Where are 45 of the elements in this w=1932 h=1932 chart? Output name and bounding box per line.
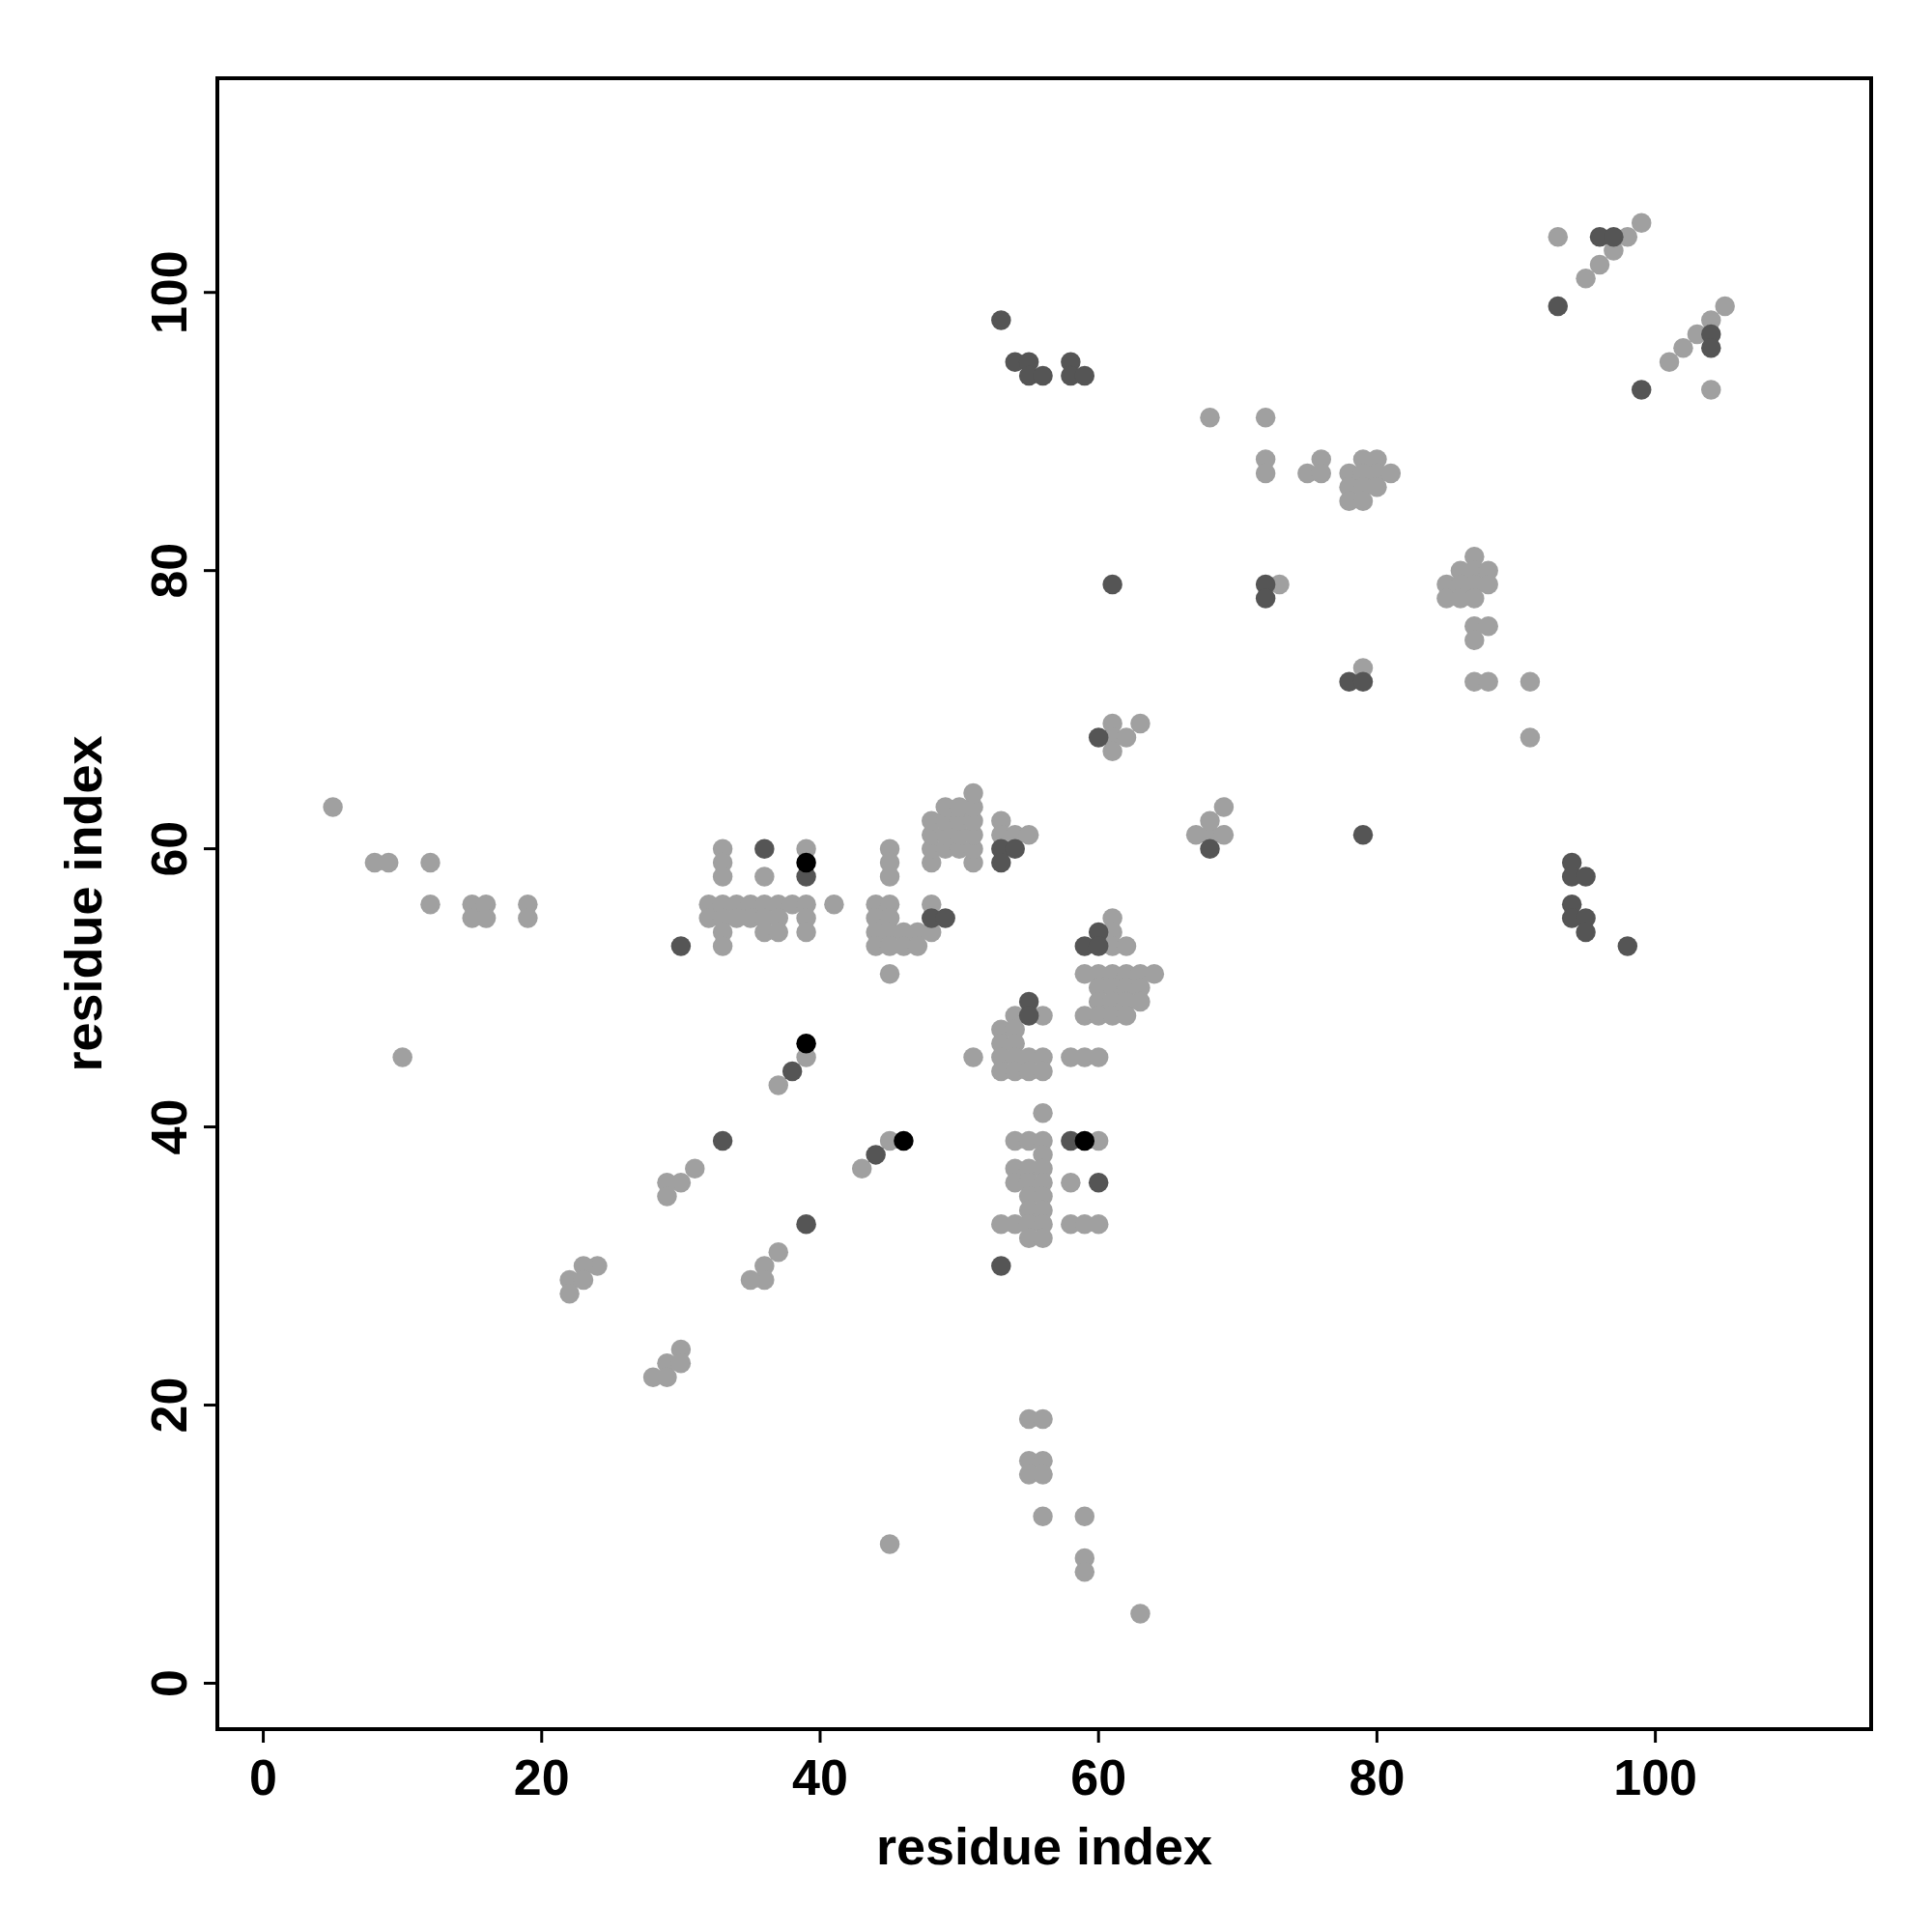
x-tick-label: 20: [513, 1749, 570, 1805]
x-tick-label: 40: [792, 1749, 848, 1805]
point: [866, 1145, 886, 1165]
point: [1352, 671, 1374, 693]
point: [1033, 365, 1053, 386]
y-tick-label: 80: [141, 542, 197, 599]
y-axis-title: residue index: [54, 735, 112, 1072]
x-tick-label: 100: [1613, 1749, 1698, 1805]
point: [1352, 825, 1374, 845]
y-tick-label: 40: [141, 1098, 197, 1155]
point: [1617, 936, 1638, 956]
point: [991, 310, 1011, 330]
point: [1102, 574, 1122, 595]
point: [1088, 1172, 1109, 1193]
point: [1604, 226, 1624, 247]
point: [1576, 867, 1596, 887]
x-axis-title: residue index: [875, 1817, 1213, 1875]
point: [670, 936, 692, 956]
y-tick-label: 60: [141, 820, 197, 877]
point: [754, 838, 775, 859]
point: [1631, 380, 1652, 400]
x-tick-label: 80: [1349, 1749, 1406, 1805]
point: [1576, 922, 1596, 943]
point: [1018, 1006, 1039, 1026]
point: [796, 1214, 816, 1235]
y-tick-label: 20: [141, 1377, 197, 1434]
y-tick-label: 0: [141, 1669, 197, 1697]
point: [781, 1061, 803, 1082]
point: [1005, 838, 1025, 859]
point: [796, 1033, 816, 1054]
point: [1200, 838, 1220, 859]
point: [1701, 338, 1721, 358]
point: [935, 908, 955, 928]
point: [1548, 296, 1569, 317]
point: [712, 1130, 733, 1151]
point: [991, 1256, 1011, 1276]
point: [1074, 1130, 1095, 1151]
point: [1074, 365, 1095, 386]
point: [796, 852, 816, 873]
x-tick-label: 60: [1070, 1749, 1127, 1805]
point: [1088, 727, 1109, 748]
point: [1255, 588, 1276, 609]
x-tick-label: 0: [249, 1749, 278, 1805]
y-tick-label: 100: [141, 250, 197, 335]
point: [894, 1130, 914, 1151]
